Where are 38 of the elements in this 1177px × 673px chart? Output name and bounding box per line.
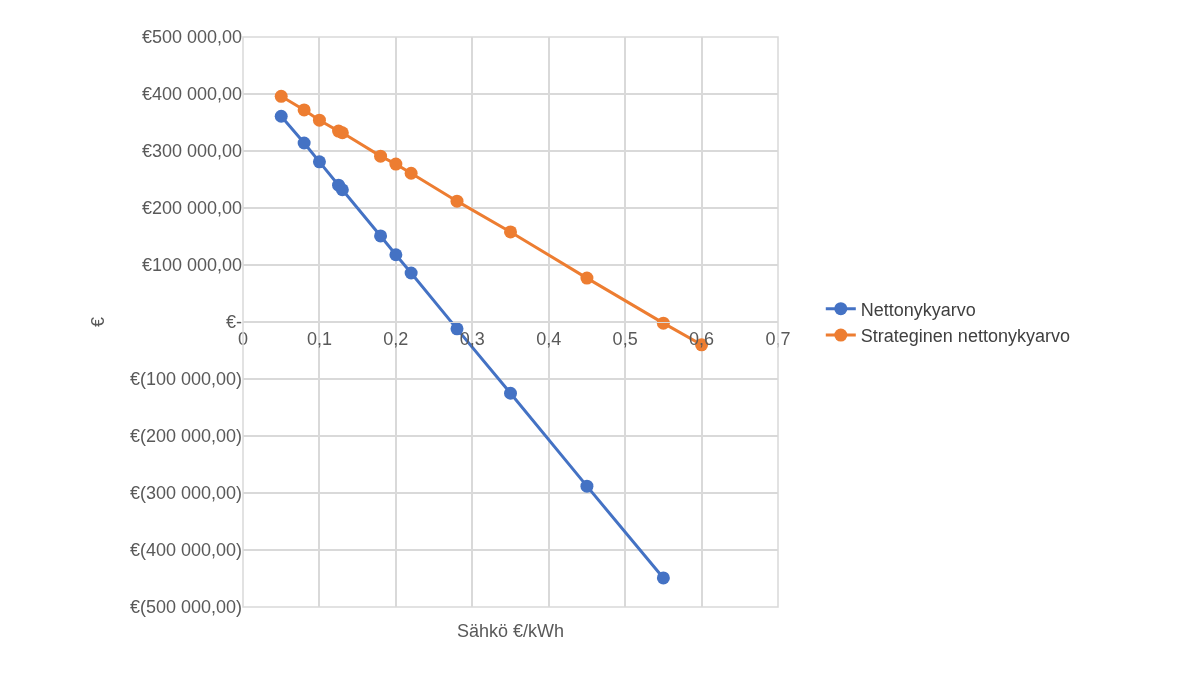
y-tick-label: €(300 000,00): [129, 483, 242, 504]
point: [274, 89, 288, 103]
y-tick-label: €200 000,00: [141, 198, 242, 219]
point: [312, 113, 326, 127]
point: [274, 109, 288, 123]
point: [504, 386, 517, 400]
legend-label: Nettonykyarvo: [860, 299, 976, 320]
x-tick-label: 0,2: [383, 328, 409, 349]
point: [389, 157, 403, 171]
point: [404, 166, 418, 180]
y-tick-label: €500 000,00: [141, 27, 242, 48]
y-tick-label: €400 000,00: [141, 84, 242, 105]
point: [374, 149, 388, 163]
x-tick-label: 0,1: [306, 328, 332, 349]
point: [335, 183, 349, 197]
y-tick-label: €(400 000,00): [129, 540, 242, 561]
point: [297, 136, 311, 150]
legend-label: Strateginen nettonykyarvo: [860, 326, 1070, 347]
point: [374, 229, 388, 243]
x-tick-label: 0,4: [536, 328, 562, 349]
point: [297, 103, 311, 117]
point: [504, 225, 517, 239]
y-tick-label: €(100 000,00): [129, 369, 242, 390]
x-axis-title: Sähkö €/kWh: [457, 621, 565, 641]
point: [389, 248, 403, 262]
point: [312, 155, 326, 169]
y-tick-label: €(200 000,00): [129, 426, 242, 447]
y-axis-title: €: [88, 316, 109, 328]
point: [580, 271, 594, 285]
point: [450, 194, 464, 208]
y-tick-label: €100 000,00: [141, 255, 242, 276]
y-tick-label: €(500 000,00): [129, 597, 242, 618]
y-tick-label: €300 000,00: [141, 141, 242, 162]
point: [656, 571, 670, 585]
point: [580, 479, 594, 493]
x-tick-label: 0,5: [612, 328, 638, 349]
point: [404, 266, 418, 280]
x-tick-label: 0,7: [765, 328, 791, 349]
